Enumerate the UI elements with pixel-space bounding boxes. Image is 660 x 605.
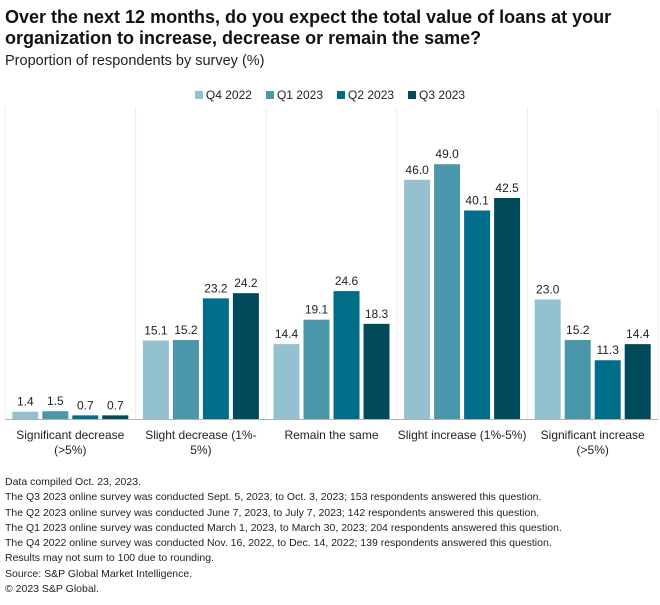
x-tick-label: (>5%) [577, 443, 609, 457]
bar [333, 291, 360, 419]
bar [494, 198, 521, 419]
x-tick-label: Significant increase [541, 428, 645, 442]
category-labels: Significant decrease(>5%)Slight decrease… [16, 428, 645, 457]
footnote-q1-survey: The Q1 2023 online survey was conducted … [5, 521, 562, 534]
legend-label: Q3 2023 [419, 88, 466, 102]
legend-item-q3-2023: Q3 2023 [408, 88, 465, 102]
legend-label: Q1 2023 [276, 88, 323, 102]
bar [172, 339, 199, 419]
footnote-copyright: © 2023 S&P Global. [5, 583, 99, 596]
legend: Q4 2022 Q1 2023 Q2 2023 Q3 2023 [0, 88, 660, 102]
footnote-q2-survey: The Q2 2023 online survey was conducted … [5, 506, 540, 519]
bar [303, 319, 330, 419]
x-tick-label: Significant decrease [16, 428, 124, 442]
legend-item-q1-2023: Q1 2023 [265, 88, 323, 102]
bars [12, 164, 651, 419]
legend-swatch [265, 91, 274, 99]
bar [404, 179, 431, 419]
chart-subtitle: Proportion of respondents by survey (%) [5, 53, 265, 69]
value-labels: 1.4 1.5 0.7 0.7 15.1 15.2 23.2 24.2 14.4 19.1 24.6… [17, 147, 650, 412]
legend-item-q2-2023: Q2 2023 [337, 88, 394, 102]
footnote-q3-survey: The Q3 2023 online survey was conducted … [5, 491, 542, 504]
data-label: 23.2 [204, 281, 228, 295]
bar [594, 360, 621, 419]
data-label: 24.6 [335, 274, 359, 288]
data-label: 1.5 [47, 394, 64, 408]
x-tick-label: Slight increase (1%-5%) [398, 428, 527, 442]
x-tick-label: 5%) [190, 443, 211, 457]
bar [564, 339, 591, 419]
bar [434, 164, 461, 419]
bar [232, 293, 259, 419]
data-label: 0.7 [107, 398, 124, 412]
bar-chart: 1.4 1.5 0.7 0.7 15.1 15.2 23.2 24.2 14.4 19.1 24.6… [4, 108, 659, 457]
bar [534, 299, 561, 419]
footnote-q4-survey: The Q4 2022 online survey was conducted … [5, 537, 552, 550]
chart-title: Over the next 12 months, do you expect t… [5, 7, 612, 48]
data-label: 1.4 [17, 395, 34, 409]
x-tick-label: Remain the same [284, 428, 378, 442]
bar [142, 340, 169, 419]
footnote-source: Source: S&P Global Market Intelligence. [5, 567, 193, 580]
bar [363, 323, 390, 419]
data-label: 24.2 [234, 276, 258, 290]
legend-swatch [408, 91, 417, 99]
data-label: 14.4 [275, 327, 299, 341]
bar [42, 411, 69, 419]
footnote-rounding: Results may not sum to 100 due to roundi… [5, 552, 214, 565]
data-label: 14.4 [626, 327, 650, 341]
data-label: 11.3 [596, 343, 619, 357]
legend-swatch [337, 91, 345, 99]
bar [464, 210, 491, 419]
data-label: 18.3 [365, 307, 389, 321]
data-label: 42.5 [495, 181, 519, 195]
legend-label: Q2 2023 [348, 88, 395, 102]
data-label: 46.0 [405, 163, 429, 177]
data-label: 40.1 [465, 193, 489, 207]
x-tick-label: Slight decrease (1%- [145, 428, 256, 442]
bar [273, 344, 300, 419]
footnotes: Data compiled Oct. 23, 2023. The Q3 2023… [5, 475, 562, 597]
data-label: 49.0 [435, 147, 459, 161]
data-label: 15.2 [174, 323, 198, 337]
x-tick-label: (>5%) [54, 443, 86, 457]
data-label: 15.1 [144, 323, 168, 337]
legend-item-q4-2022: Q4 2022 [194, 88, 252, 102]
bar [12, 411, 39, 419]
bar [72, 415, 99, 419]
legend-label: Q4 2022 [205, 88, 252, 102]
bar [202, 298, 229, 419]
data-label: 0.7 [77, 398, 94, 412]
data-label: 19.1 [305, 303, 329, 317]
legend-swatch [194, 91, 203, 99]
bar [102, 415, 129, 419]
data-label: 23.0 [536, 282, 560, 296]
footnote-data-compiled: Data compiled Oct. 23, 2023. [5, 476, 141, 488]
data-label: 15.2 [566, 323, 590, 337]
group-dividers [4, 108, 659, 419]
bar [624, 344, 651, 419]
